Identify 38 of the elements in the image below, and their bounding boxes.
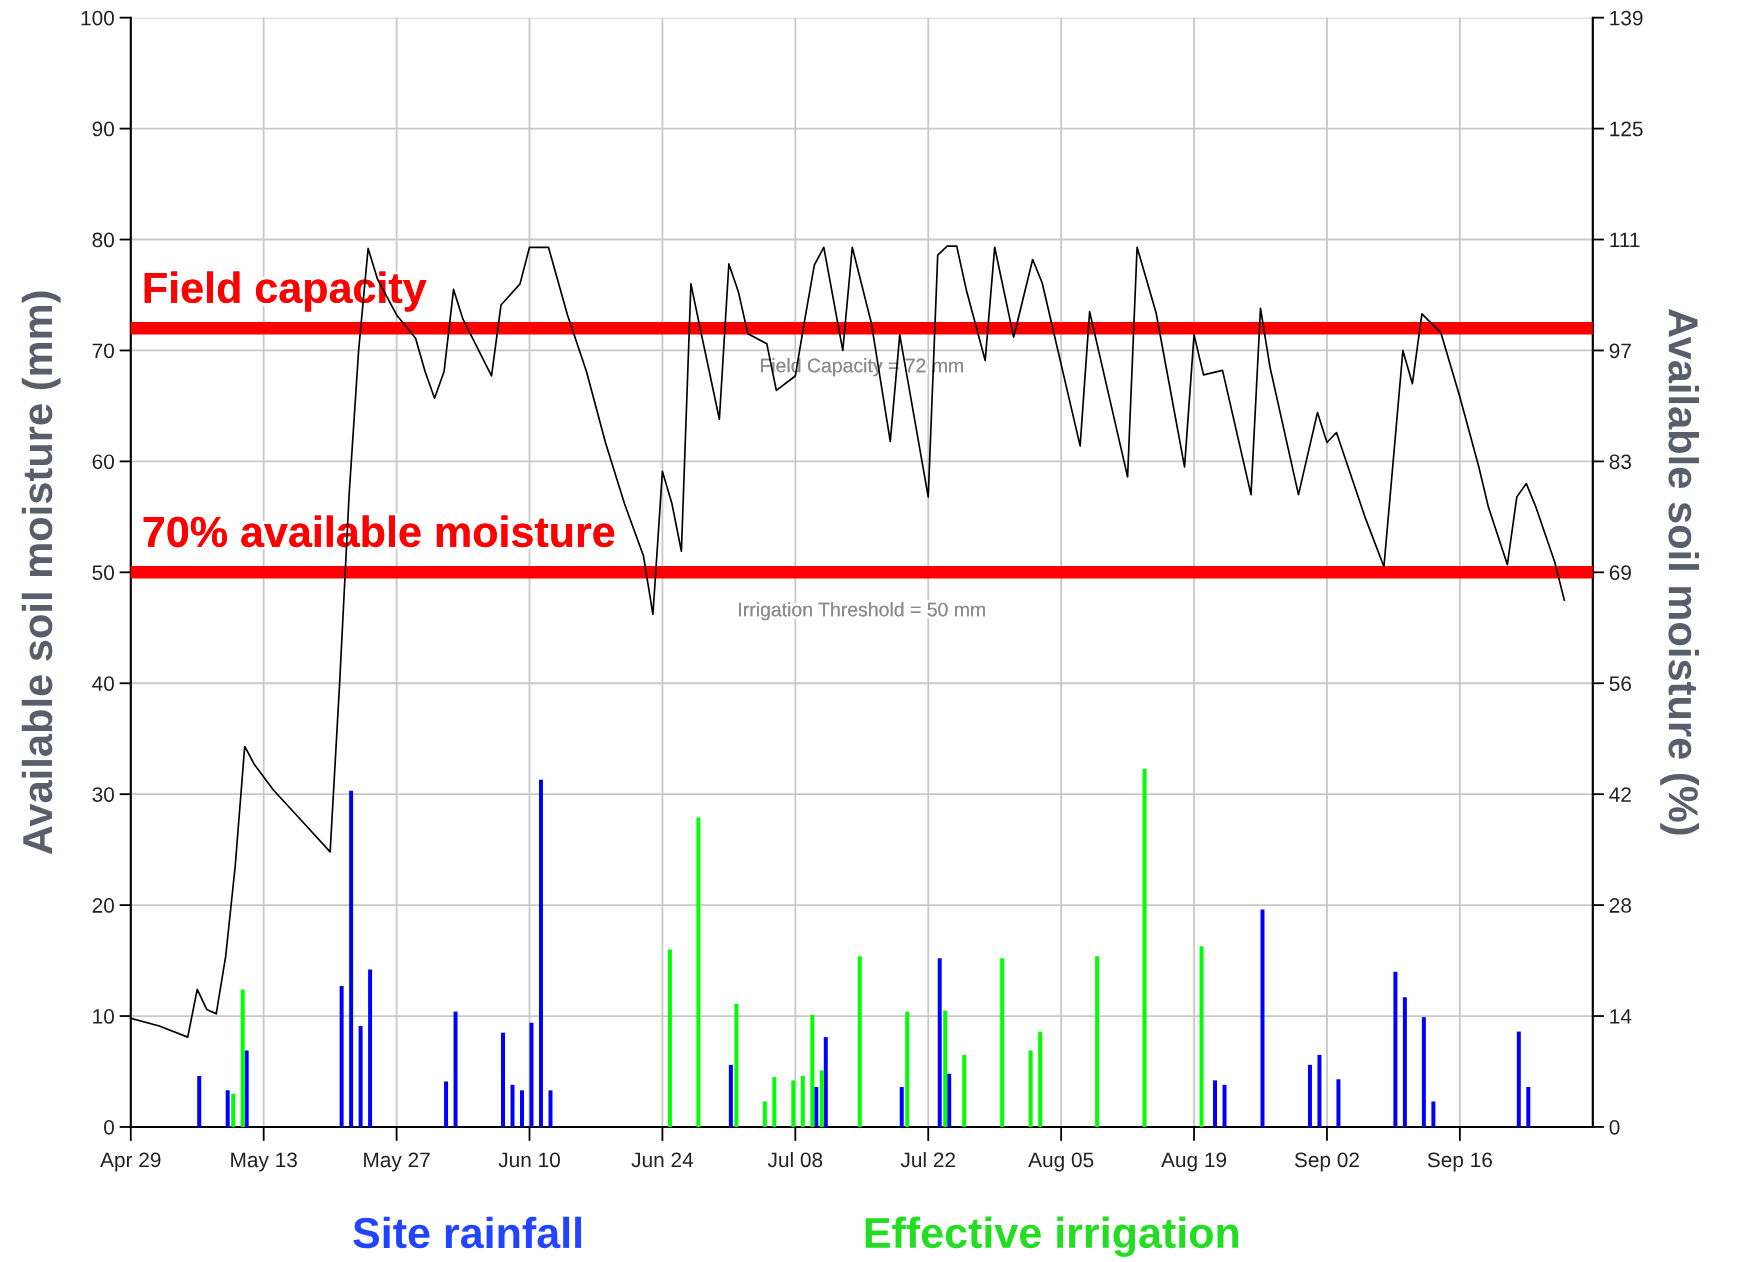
y-tick-label: 90 <box>92 121 114 137</box>
text: Effective irrigation <box>865 1216 1239 1257</box>
y-tick-label: 50 <box>92 565 114 581</box>
x-tick-label: May 13 <box>231 1152 297 1172</box>
annotation: Irrigation Threshold = 50 mm <box>739 602 985 621</box>
x-tick-label: Jul 22 <box>900 1151 955 1168</box>
y2-tick-label: 139 <box>1610 10 1643 26</box>
y-tick-label: 10 <box>93 1009 114 1024</box>
y2-tick-label: 42 <box>1609 787 1631 802</box>
x-tick-label: Sep 02 <box>1294 1152 1359 1172</box>
y-tick-label: 0 <box>104 1119 114 1135</box>
y-tick-label: 100 <box>81 10 114 26</box>
y2-axis-title: Available soil moisture (%) <box>1660 309 1700 835</box>
x-tick-label: Aug 19 <box>1161 1152 1227 1172</box>
y2-tick-label: 28 <box>1609 898 1632 913</box>
y-axis-title: Available soil moisture (mm) <box>21 291 61 855</box>
y2-tick-label: 69 <box>1609 565 1631 581</box>
x-tick-label: Apr 29 <box>100 1152 161 1172</box>
y2-tick-label: 56 <box>1609 676 1632 691</box>
y2-tick-label: 125 <box>1610 121 1643 137</box>
text: Site rainfall <box>353 1216 582 1249</box>
y-tick-label: 40 <box>92 676 114 691</box>
x-tick-label: Jun 24 <box>631 1152 694 1168</box>
y2-tick-label: 83 <box>1609 454 1632 470</box>
x-tick-label: Aug 05 <box>1028 1152 1094 1172</box>
y-tick-label: 80 <box>92 232 114 248</box>
y2-tick-label: 97 <box>1609 343 1631 359</box>
y-tick-label: 60 <box>92 454 114 470</box>
x-tick-label: May 27 <box>364 1152 430 1172</box>
y2-tick-label: 0 <box>1609 1119 1620 1135</box>
x-tick-label: Jul 08 <box>767 1151 823 1168</box>
y-tick-label: 20 <box>92 898 114 913</box>
y2-tick-label: 14 <box>1610 1009 1632 1024</box>
x-tick-label: Jun 10 <box>498 1152 560 1168</box>
x-tick-label: Sep 16 <box>1427 1152 1492 1172</box>
y2-tick-label: 111 <box>1610 232 1640 248</box>
y-tick-label: 70 <box>92 343 114 359</box>
y-tick-label: 30 <box>92 787 114 802</box>
